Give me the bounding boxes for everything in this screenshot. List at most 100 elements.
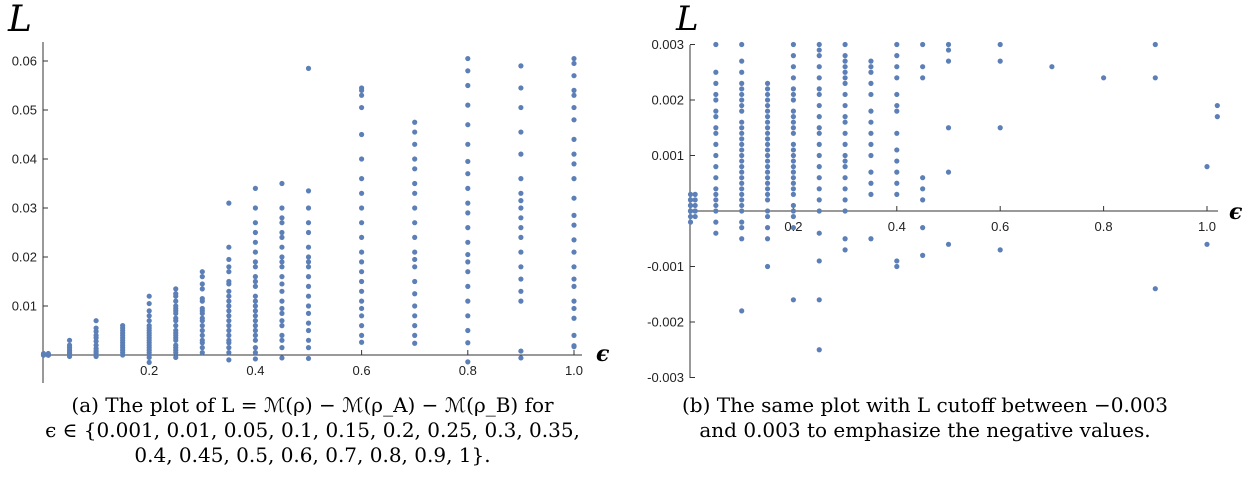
chart-a-point <box>120 323 126 329</box>
chart-a-point <box>40 350 47 357</box>
chart-b-point <box>868 141 874 147</box>
chart-b-point <box>739 69 745 75</box>
chart-a-point <box>412 313 418 319</box>
chart-a-point <box>359 220 365 226</box>
chart-a-point <box>226 278 232 285</box>
chart-b-point <box>816 208 822 214</box>
chart-a-point <box>571 151 577 157</box>
chart-a-point <box>571 136 577 142</box>
chart-a-point <box>226 345 232 351</box>
chart-a-point <box>518 190 524 196</box>
chart-b-point <box>945 241 952 247</box>
chart-a-point <box>93 342 99 348</box>
chart-b-y-tick-label: -0.002 <box>647 315 684 330</box>
chart-a-point <box>571 264 577 270</box>
chart-a-point <box>518 85 524 91</box>
chart-b-point <box>764 213 771 220</box>
chart-a-point <box>412 129 418 135</box>
chart-b-point <box>894 191 900 197</box>
chart-a-point <box>518 264 524 270</box>
chart-a-point <box>465 55 471 62</box>
chart-a-point <box>173 315 179 321</box>
chart-b-point <box>842 175 848 181</box>
chart-a-point <box>279 318 285 324</box>
chart-a-point <box>279 288 285 294</box>
chart-a-point <box>465 158 471 165</box>
chart-b-point <box>713 175 719 181</box>
chart-a-point <box>252 283 258 289</box>
chart-b-point <box>894 102 900 109</box>
chart-b-point <box>868 58 874 64</box>
chart-a-point <box>226 200 232 206</box>
chart-b-point <box>868 64 874 70</box>
chart-b-point <box>764 108 771 114</box>
chart-b-point <box>687 202 694 209</box>
chart-b-point <box>713 69 719 75</box>
chart-a-point <box>518 104 524 111</box>
chart-a-point <box>226 298 232 304</box>
chart-b-point <box>739 136 745 142</box>
chart-b-point <box>713 91 719 98</box>
chart-a-point <box>465 68 471 74</box>
chart-a-point <box>412 119 418 125</box>
chart-b-point <box>764 91 771 98</box>
chart-a-point <box>226 264 232 270</box>
chart-b-point <box>894 64 900 70</box>
chart-a-point <box>571 237 577 243</box>
chart-a-point <box>199 274 205 280</box>
chart-a-point <box>173 342 179 348</box>
chart-a-point <box>359 323 365 329</box>
chart-a-point <box>279 229 285 236</box>
chart-b-point <box>790 41 797 48</box>
chart-a-point <box>279 254 285 260</box>
chart-b-point <box>739 58 745 64</box>
chart-b-y-tick-label: 0.001 <box>651 148 684 163</box>
chart-b-point <box>764 114 771 120</box>
chart-a-point <box>305 337 312 343</box>
chart-b-point <box>868 180 874 186</box>
chart-b-point <box>739 152 745 159</box>
chart-a-point <box>226 288 232 294</box>
chart-b-point <box>790 53 797 59</box>
chart-b-point <box>816 197 822 203</box>
chart-b-point <box>739 191 745 197</box>
chart-a-point <box>359 332 365 338</box>
chart-b-point <box>713 186 719 192</box>
chart-a-y-tick-label: 0.02 <box>12 250 37 265</box>
chart-a-point <box>412 190 418 196</box>
chart-a-point <box>226 313 232 319</box>
chart-a-point <box>571 195 577 201</box>
chart-b-point <box>790 141 797 147</box>
chart-a-point <box>518 198 524 204</box>
chart-a-point <box>465 82 471 89</box>
chart-b-point <box>764 164 771 170</box>
chart-b-point <box>842 197 848 203</box>
chart-b-point <box>816 297 822 303</box>
chart-b-y-axis-label: L <box>675 0 699 39</box>
chart-a-point <box>199 286 205 292</box>
chart-a-y-tick-label: 0.04 <box>12 152 37 167</box>
chart-a-point <box>252 337 258 343</box>
chart-b-x-axis-label: ϵ <box>1229 199 1243 225</box>
chart-b-point <box>713 108 719 114</box>
chart-a-point <box>199 323 205 329</box>
chart-b-point <box>816 164 822 170</box>
chart-b-point <box>894 108 900 114</box>
chart-b-point <box>816 230 822 236</box>
chart-a-point <box>359 131 365 138</box>
chart-a-point <box>412 291 418 297</box>
chart-a-point <box>226 256 232 263</box>
chart-a-y-tick-label: 0.05 <box>12 103 37 118</box>
chart-a-y-tick-label: 0.03 <box>12 201 37 216</box>
chart-b-point <box>842 130 848 136</box>
chart-a-point <box>465 313 471 319</box>
chart-a-point <box>66 337 73 343</box>
chart-b-point <box>894 180 900 186</box>
chart-a-point <box>226 308 232 314</box>
chart-b-point <box>894 263 900 270</box>
chart-b-point <box>842 186 848 192</box>
chart-a-point <box>571 276 577 282</box>
chart-a-point <box>252 332 258 338</box>
chart-a-x-axis-label: ϵ <box>596 341 610 367</box>
chart-b-point <box>790 97 797 103</box>
